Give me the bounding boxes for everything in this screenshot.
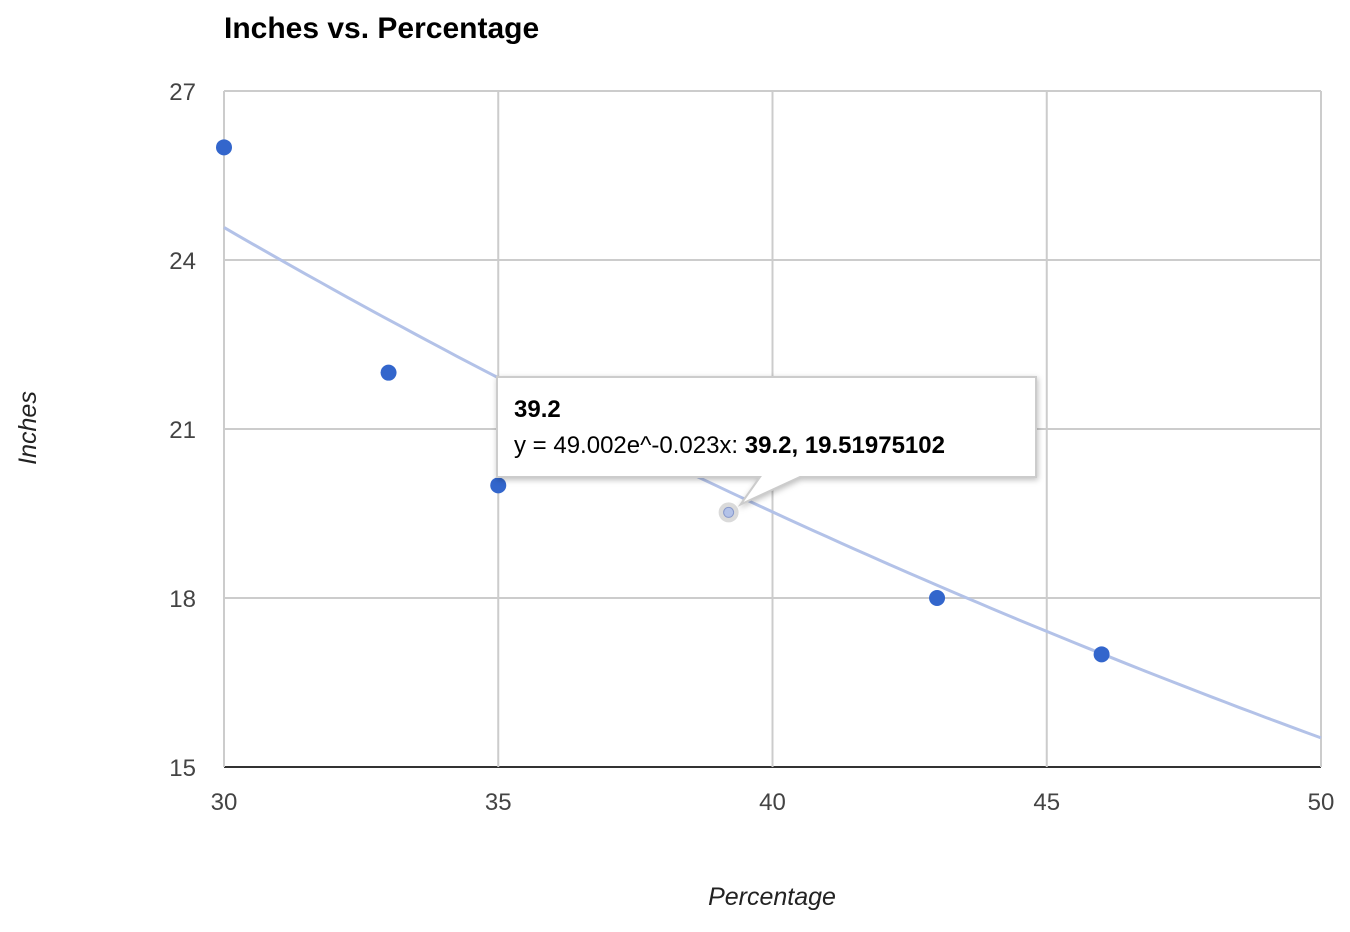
tooltip-line: y = 49.002e^-0.023x: 39.2, 19.51975102 xyxy=(514,432,945,459)
tooltip-title: 39.2 xyxy=(514,396,561,423)
tooltip-box xyxy=(496,376,1037,507)
y-axis-ticks: 15 18 21 24 27 xyxy=(169,79,196,782)
y-tick-label: 15 xyxy=(169,755,196,782)
tooltip-label: y = 49.002e^-0.023x: xyxy=(514,432,745,459)
data-point[interactable] xyxy=(1093,646,1110,663)
y-axis-title: Inches xyxy=(14,391,42,465)
x-axis-ticks: 30 35 40 45 50 xyxy=(211,789,1335,816)
tooltip-value: 39.2, 19.51975102 xyxy=(745,432,945,459)
data-point[interactable] xyxy=(929,590,946,606)
x-tick-label: 30 xyxy=(211,789,238,816)
y-tick-label: 24 xyxy=(169,248,196,275)
data-point[interactable] xyxy=(380,364,397,381)
data-points xyxy=(216,139,1110,663)
trendline xyxy=(223,226,1322,740)
data-point[interactable] xyxy=(490,477,507,494)
x-axis-title: Percentage xyxy=(708,883,836,911)
x-tick-label: 50 xyxy=(1308,789,1335,816)
hovered-trend-point[interactable] xyxy=(723,506,735,518)
y-tick-label: 21 xyxy=(169,417,196,444)
trendline-layer xyxy=(223,226,1322,740)
x-tick-label: 45 xyxy=(1033,789,1060,816)
y-tick-label: 18 xyxy=(169,586,196,613)
data-point[interactable] xyxy=(216,139,232,156)
y-tick-label: 27 xyxy=(169,79,196,106)
tooltip: 39.2 y = 49.002e^-0.023x: 39.2, 19.51975… xyxy=(496,376,1037,507)
x-tick-label: 35 xyxy=(485,789,512,816)
chart-title: Inches vs. Percentage xyxy=(224,12,539,45)
x-tick-label: 40 xyxy=(759,789,786,816)
gridlines xyxy=(223,90,1322,768)
